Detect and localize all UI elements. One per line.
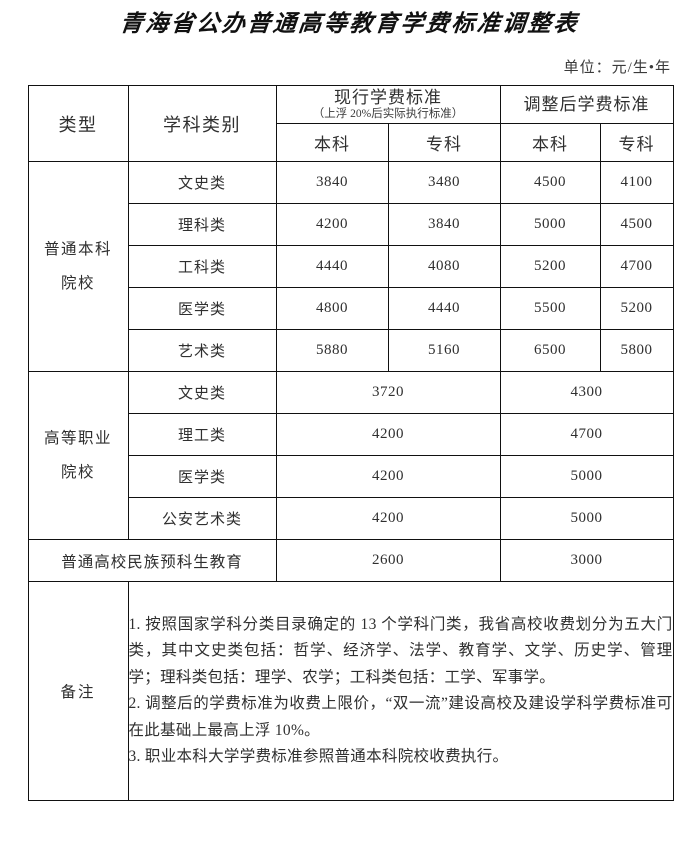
subject-name: 艺术类 bbox=[127, 329, 277, 372]
table-header: 类型 学科类别 现行学费标准 （上浮 20%后实际执行标准） 调整后学费标准 本… bbox=[27, 85, 674, 162]
notes-row: 备注 1. 按照国家学科分类目录确定的 13 个学科门类，我省高校收费划分为五大… bbox=[27, 581, 674, 801]
header-type: 类型 bbox=[27, 85, 129, 162]
header-adjusted-junior: 专科 bbox=[599, 123, 674, 162]
subject-name: 医学类 bbox=[127, 287, 277, 330]
note-item-2: 2. 调整后的学费标准为收费上限价，“双一流”建设高校及建设学科学费标准可在此基… bbox=[128, 695, 673, 739]
subject-name: 医学类 bbox=[127, 455, 277, 498]
value-adjusted-junior: 5200 bbox=[599, 287, 674, 330]
note-item-3: 3. 职业本科大学学费标准参照普通本科院校收费执行。 bbox=[128, 748, 509, 765]
value-adjusted-undergraduate: 5000 bbox=[499, 203, 601, 246]
value-current-junior: 5160 bbox=[387, 329, 501, 372]
subject-name: 文史类 bbox=[127, 161, 277, 204]
unit-note: 单位：元/生•年 bbox=[563, 60, 671, 76]
fee-table-container: 类型 学科类别 现行学费标准 （上浮 20%后实际执行标准） 调整后学费标准 本… bbox=[27, 85, 674, 801]
value-current-undergraduate: 4440 bbox=[275, 245, 389, 288]
table-row: 工科类 4440 4080 5200 4700 bbox=[28, 245, 674, 288]
section-label-line2: 院校 bbox=[60, 463, 95, 481]
table-body: 普通本科 院校 文史类 3840 3480 4500 4100 理科类 4200… bbox=[27, 161, 674, 801]
table-row: 医学类 4200 5000 bbox=[28, 455, 674, 498]
value-current-merged: 4200 bbox=[275, 497, 501, 540]
value-current-undergraduate: 3840 bbox=[275, 161, 389, 204]
section-label-vocational-colleges: 高等职业 院校 bbox=[27, 371, 129, 540]
value-adjusted-junior: 4700 bbox=[599, 245, 674, 288]
fee-standard-table: 类型 学科类别 现行学费标准 （上浮 20%后实际执行标准） 调整后学费标准 本… bbox=[27, 85, 674, 801]
value-current-junior: 4440 bbox=[387, 287, 501, 330]
value-adjusted-merged: 4300 bbox=[499, 371, 674, 414]
table-row: 理科类 4200 3840 5000 4500 bbox=[28, 203, 674, 246]
value-adjusted-undergraduate: 4500 bbox=[499, 161, 601, 204]
value-current-undergraduate: 4800 bbox=[275, 287, 389, 330]
section-label-line1: 高等职业 bbox=[43, 429, 112, 447]
note-item-1: 1. 按照国家学科分类目录确定的 13 个学科门类，我省高校收费划分为五大门类，… bbox=[128, 615, 673, 686]
section-label-line2: 院校 bbox=[60, 274, 95, 292]
section-label-line1: 普通本科 bbox=[43, 240, 112, 258]
value-current-junior: 3840 bbox=[387, 203, 501, 246]
preparatory-education-label: 普通高校民族预科生教育 bbox=[27, 539, 277, 582]
header-current-junior: 专科 bbox=[387, 123, 501, 162]
table-row: 理工类 4200 4700 bbox=[28, 413, 674, 456]
header-current-group-title: 现行学费标准 bbox=[334, 87, 442, 107]
value-adjusted-merged: 3000 bbox=[499, 539, 674, 582]
table-row: 艺术类 5880 5160 6500 5800 bbox=[28, 329, 674, 372]
page-title: 青海省公办普通高等教育学费标准调整表 bbox=[118, 11, 581, 36]
header-row-sub: 本科 专科 本科 专科 bbox=[28, 123, 674, 162]
header-subject: 学科类别 bbox=[127, 85, 277, 162]
value-adjusted-junior: 4100 bbox=[599, 161, 674, 204]
value-adjusted-merged: 5000 bbox=[499, 497, 674, 540]
subject-name: 工科类 bbox=[127, 245, 277, 288]
subject-name: 公安艺术类 bbox=[127, 497, 277, 540]
value-current-merged: 3720 bbox=[275, 371, 501, 414]
table-row: 普通高校民族预科生教育 2600 3000 bbox=[27, 539, 674, 582]
header-adjusted-undergraduate: 本科 bbox=[499, 123, 601, 162]
value-current-undergraduate: 4200 bbox=[275, 203, 389, 246]
notes-label: 备注 bbox=[27, 581, 129, 801]
subject-name: 理工类 bbox=[127, 413, 277, 456]
section-label-undergraduate-colleges: 普通本科 院校 bbox=[27, 161, 129, 372]
value-current-undergraduate: 5880 bbox=[275, 329, 389, 372]
value-adjusted-undergraduate: 5200 bbox=[499, 245, 601, 288]
header-current-group: 现行学费标准 （上浮 20%后实际执行标准） bbox=[275, 85, 501, 124]
subject-name: 文史类 bbox=[127, 371, 277, 414]
subject-name: 理科类 bbox=[127, 203, 277, 246]
value-adjusted-junior: 5800 bbox=[599, 329, 674, 372]
table-row: 医学类 4800 4440 5500 5200 bbox=[28, 287, 674, 330]
header-current-group-subtitle: （上浮 20%后实际执行标准） bbox=[312, 108, 464, 121]
header-current-undergraduate: 本科 bbox=[275, 123, 389, 162]
table-row: 高等职业 院校 文史类 3720 4300 bbox=[27, 371, 674, 540]
notes-content: 1. 按照国家学科分类目录确定的 13 个学科门类，我省高校收费划分为五大门类，… bbox=[127, 581, 674, 801]
table-row: 普通本科 院校 文史类 3840 3480 4500 4100 bbox=[27, 161, 674, 372]
value-current-merged: 4200 bbox=[275, 413, 501, 456]
value-adjusted-junior: 4500 bbox=[599, 203, 674, 246]
value-adjusted-merged: 5000 bbox=[499, 455, 674, 498]
value-adjusted-undergraduate: 5500 bbox=[499, 287, 601, 330]
value-current-merged: 2600 bbox=[275, 539, 501, 582]
value-current-junior: 4080 bbox=[387, 245, 501, 288]
header-row-top: 类型 学科类别 现行学费标准 （上浮 20%后实际执行标准） 调整后学费标准 bbox=[27, 85, 674, 162]
value-adjusted-undergraduate: 6500 bbox=[499, 329, 601, 372]
value-current-merged: 4200 bbox=[275, 455, 501, 498]
value-current-junior: 3480 bbox=[387, 161, 501, 204]
table-row: 公安艺术类 4200 5000 bbox=[28, 497, 674, 540]
value-adjusted-merged: 4700 bbox=[499, 413, 674, 456]
header-adjusted-group: 调整后学费标准 bbox=[499, 85, 674, 124]
